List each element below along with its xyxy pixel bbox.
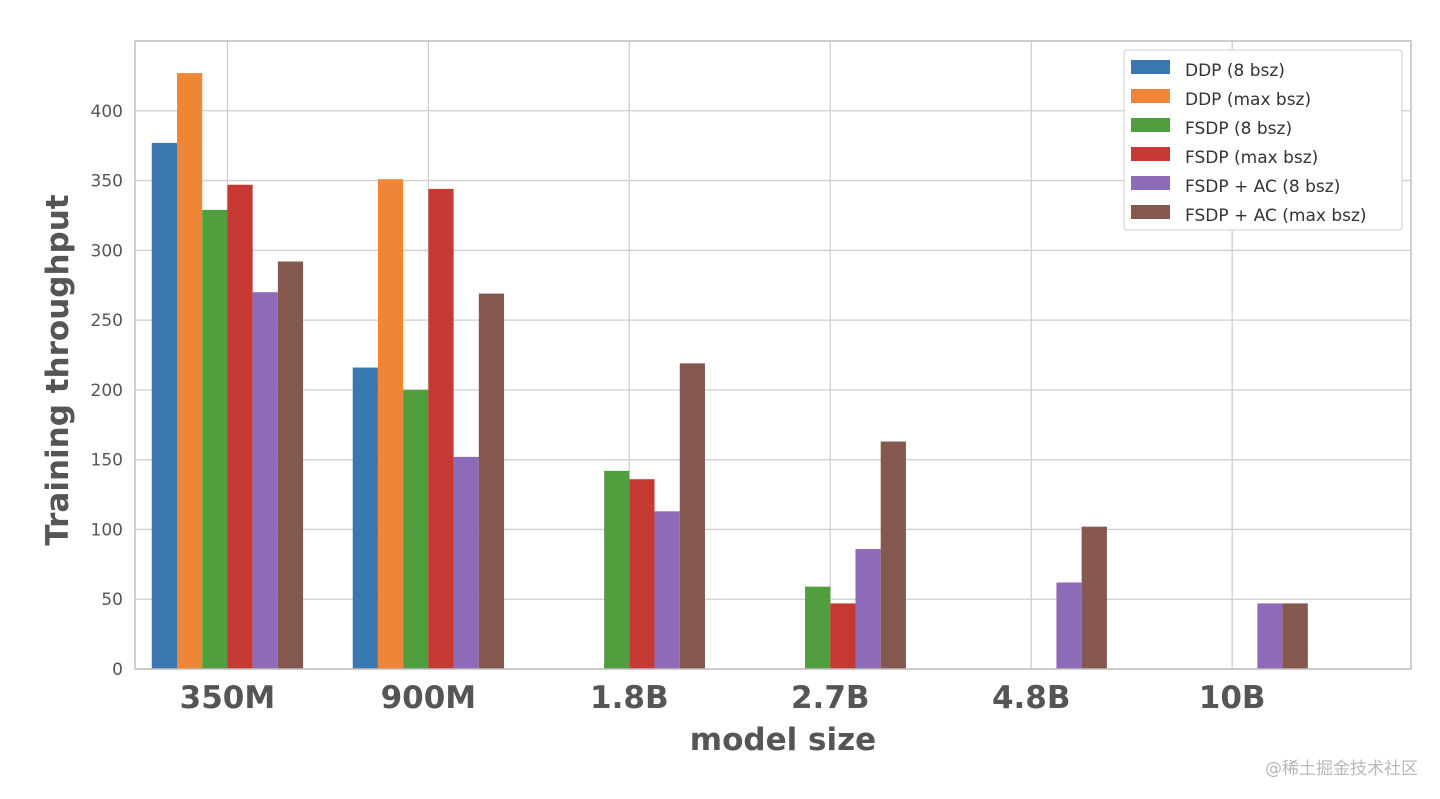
legend-swatch (1131, 60, 1170, 74)
bar (252, 292, 278, 669)
bar (830, 603, 856, 669)
legend-label: FSDP + AC (max bsz) (1185, 206, 1367, 226)
legend-label: DDP (8 bsz) (1185, 61, 1285, 81)
bar (1282, 603, 1308, 669)
x-tick-label: 2.7B (791, 680, 870, 716)
legend: DDP (8 bsz) DDP (max bsz) FSDP (8 bsz) FSDP… (1123, 49, 1403, 231)
legend-box (1123, 49, 1403, 231)
legend-swatch (1131, 89, 1170, 103)
bar (428, 188, 454, 669)
grid-lines (135, 41, 1411, 670)
y-axis-ticks: 0 50 100 150 200 250 300 350 400 (91, 102, 123, 680)
bar (1081, 526, 1107, 669)
x-axis-ticks: 350M 900M 1.8B 2.7B 4.8B 10B (180, 680, 1266, 716)
y-tick-label: 50 (101, 590, 123, 610)
bar (352, 367, 378, 669)
legend-swatch (1131, 118, 1170, 132)
y-tick-label: 250 (91, 311, 123, 331)
bar (855, 548, 881, 669)
y-tick-label: 200 (91, 381, 123, 401)
bar (654, 511, 680, 669)
watermark-text: @稀土掘金技术社区 (1265, 759, 1418, 779)
bar (151, 142, 177, 669)
plot-area-frame (134, 40, 1412, 670)
bar (679, 363, 705, 669)
bar (176, 73, 203, 669)
x-tick-label: 350M (180, 680, 276, 716)
x-tick-label: 10B (1199, 680, 1266, 716)
bar (629, 479, 655, 669)
x-tick-label: 4.8B (992, 680, 1071, 716)
bar (880, 441, 906, 669)
y-tick-label: 150 (91, 451, 123, 471)
bar (277, 261, 304, 669)
bar (478, 293, 505, 669)
x-tick-label: 900M (381, 680, 477, 716)
legend-label: FSDP + AC (8 bsz) (1185, 177, 1340, 197)
bar (1257, 603, 1283, 669)
bar (453, 456, 479, 669)
legend-swatch (1131, 176, 1170, 190)
bar (227, 184, 253, 669)
y-tick-label: 400 (91, 102, 123, 122)
y-tick-label: 100 (91, 520, 123, 540)
y-tick-label: 0 (112, 660, 123, 680)
y-axis-label: Training throughput (40, 194, 76, 545)
legend-label: FSDP (max bsz) (1185, 148, 1318, 168)
y-tick-label: 350 (91, 172, 123, 192)
bar (377, 179, 404, 669)
legend-label: DDP (max bsz) (1185, 90, 1311, 110)
y-tick-label: 300 (91, 241, 123, 261)
legend-swatch (1131, 205, 1170, 219)
bar (604, 470, 630, 669)
legend-swatch (1131, 147, 1170, 161)
bars (151, 73, 1308, 669)
bar (1056, 582, 1082, 669)
bar (805, 586, 831, 669)
bar (403, 389, 429, 669)
x-axis-label: model size (690, 722, 876, 758)
bar (202, 209, 228, 669)
x-tick-label: 1.8B (590, 680, 669, 716)
legend-label: FSDP (8 bsz) (1185, 119, 1292, 139)
